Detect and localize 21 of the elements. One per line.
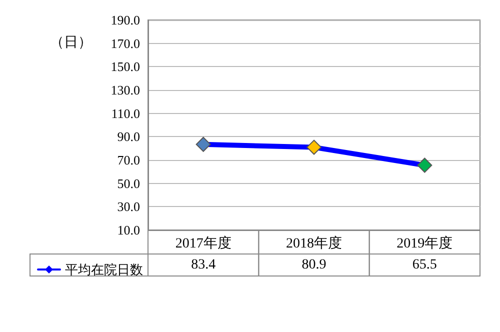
point bbox=[306, 140, 322, 155]
x-tick-label: 2019年度 bbox=[396, 236, 453, 252]
data-label: 65.5 bbox=[412, 258, 437, 272]
point bbox=[196, 136, 211, 152]
data-label: 83.4 bbox=[191, 258, 216, 272]
y-tick-label: 10.0 bbox=[117, 222, 140, 238]
y-tick-label: 50.0 bbox=[117, 176, 140, 191]
legend-label: 平均在院日数 bbox=[65, 262, 143, 277]
y-tick-label: 30.0 bbox=[117, 199, 140, 214]
y-tick-label: 130.0 bbox=[110, 82, 140, 98]
y-tick-label: 190.0 bbox=[110, 12, 140, 28]
y-tick-label: 170.0 bbox=[110, 36, 140, 51]
x-tick-label: 2018年度 bbox=[286, 236, 342, 252]
y-tick-label: 90.0 bbox=[117, 129, 140, 144]
x-tick-label: 2017年度 bbox=[175, 236, 232, 252]
data-label: 80.9 bbox=[302, 258, 326, 272]
y-tick-label: 150.0 bbox=[110, 59, 140, 74]
y-tick-label: 70.0 bbox=[117, 152, 140, 168]
point bbox=[417, 158, 432, 173]
y-axis-title: （日） bbox=[50, 36, 92, 50]
y-tick-label: 110.0 bbox=[111, 106, 140, 121]
